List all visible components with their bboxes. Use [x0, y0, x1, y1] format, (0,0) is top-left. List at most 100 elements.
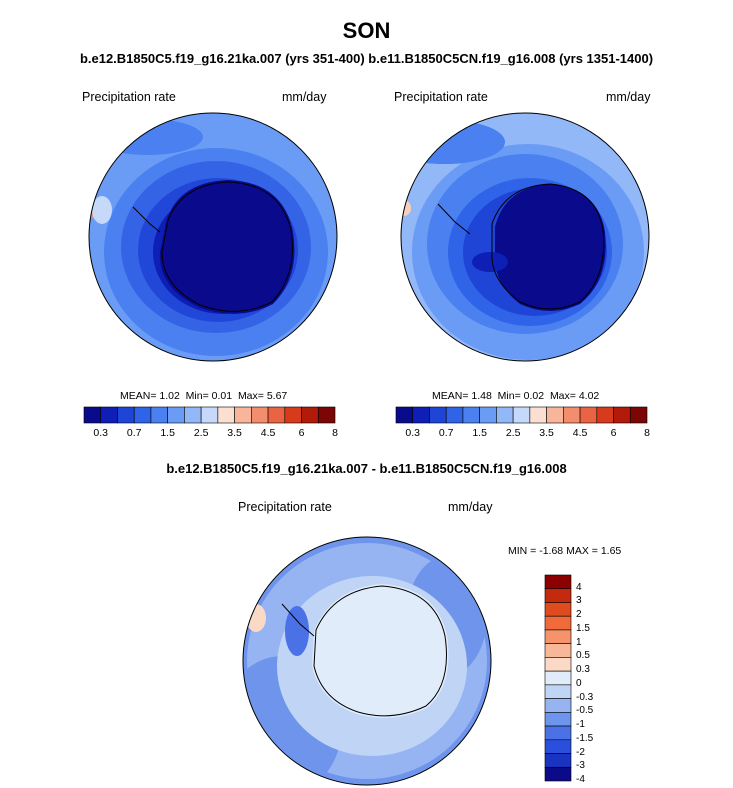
figure-subtitle: b.e12.B1850C5.f19_g16.21ka.007 (yrs 351-… — [79, 51, 654, 66]
colorbar-tick-label: 6 — [298, 427, 305, 439]
colorbar-tick-label: 2 — [576, 609, 582, 621]
difference-variable-label: Precipitation rate — [238, 500, 332, 514]
colorbar-swatch — [412, 406, 430, 424]
panel2-mean-label: MEAN= — [432, 390, 469, 402]
colorbar-swatch — [395, 406, 414, 424]
colorbar-tick-label: 6 — [610, 427, 617, 439]
difference-units-label: mm/day — [448, 500, 493, 514]
panel1-mean-label: MEAN= — [120, 390, 157, 402]
difference-colorbar — [544, 574, 572, 782]
figure-title: SON — [342, 18, 391, 43]
colorbar-tick-label: 0.7 — [438, 427, 454, 439]
colorbar-swatch — [251, 406, 269, 424]
colorbar-swatch — [184, 406, 202, 424]
colorbar-swatch — [544, 698, 572, 713]
colorbar-swatch — [445, 406, 464, 424]
panel2-polar-map — [400, 112, 650, 362]
colorbar-swatch — [563, 406, 581, 424]
panel1-polar-map — [88, 112, 338, 362]
colorbar-tick-label: -1.5 — [576, 732, 594, 744]
colorbar-tick-label: 0 — [576, 677, 582, 689]
difference-polar-map — [242, 536, 492, 786]
colorbar-swatch — [217, 406, 235, 424]
colorbar-swatch — [544, 574, 572, 590]
colorbar-swatch — [544, 670, 572, 686]
colorbar-swatch — [150, 406, 168, 424]
colorbar-swatch — [544, 739, 572, 754]
colorbar-swatch — [429, 406, 447, 424]
colorbar-tick-label: 0.3 — [576, 664, 590, 676]
colorbar-swatch — [496, 406, 514, 424]
colorbar-swatch — [613, 406, 631, 424]
colorbar-tick-label: 8 — [644, 427, 650, 439]
difference-min-label: MIN = — [508, 545, 537, 557]
colorbar-swatch — [544, 602, 572, 617]
colorbar-swatch — [284, 406, 302, 424]
colorbar-swatch — [544, 712, 572, 727]
colorbar-tick-label: 1.5 — [576, 622, 590, 634]
difference-min-value: -1.68 — [539, 545, 564, 557]
colorbar-swatch — [234, 406, 252, 424]
colorbar-tick-label: 3.5 — [227, 427, 242, 439]
panel1-colorbar — [83, 406, 336, 424]
panel2-mean-value: 1.48 — [471, 390, 492, 402]
colorbar-tick-label: -3 — [576, 760, 585, 772]
colorbar-swatch — [544, 766, 572, 782]
difference-max-value: 1.65 — [600, 545, 622, 557]
panel1-max-label: Max= — [237, 390, 264, 402]
colorbar-swatch — [117, 406, 135, 424]
colorbar-swatch — [544, 643, 572, 658]
panel1-min-value: 0.01 — [211, 390, 233, 402]
panel1-stats: MEAN= 1.02 Min= 0.01 Max= 5.67 — [120, 390, 287, 402]
difference-stats: MIN = -1.68 MAX = 1.65 — [508, 545, 621, 557]
difference-title: b.e12.B1850C5.f19_g16.21ka.007 - b.e11.B… — [166, 461, 567, 476]
colorbar-tick-label: -0.5 — [576, 705, 594, 717]
colorbar-tick-label: 0.7 — [126, 427, 142, 439]
colorbar-swatch — [544, 657, 572, 672]
colorbar-tick-label: 0.5 — [576, 650, 590, 662]
colorbar-tick-label: 0.3 — [93, 427, 109, 439]
colorbar-tick-label: 3 — [576, 595, 582, 607]
colorbar-tick-label: 4 — [576, 581, 582, 593]
colorbar-swatch — [479, 406, 497, 424]
colorbar-tick-label: 4.5 — [260, 427, 276, 439]
colorbar-swatch — [100, 406, 118, 424]
colorbar-tick-label: -4 — [576, 774, 585, 785]
colorbar-tick-label: 8 — [332, 427, 338, 439]
colorbar-swatch — [200, 406, 219, 424]
colorbar-tick-label: -0.3 — [576, 691, 594, 703]
colorbar-swatch — [596, 406, 614, 424]
colorbar-tick-label: 2.5 — [193, 427, 209, 439]
difference-max-label: MAX = — [566, 545, 598, 557]
colorbar-swatch — [83, 406, 102, 424]
colorbar-tick-label: 1 — [576, 636, 582, 648]
colorbar-tick-label: -1 — [576, 719, 585, 731]
colorbar-swatch — [301, 406, 319, 424]
panel1-units-label: mm/day — [282, 90, 327, 104]
colorbar-swatch — [529, 406, 547, 424]
colorbar-swatch — [167, 406, 185, 424]
colorbar-tick-label: 1.5 — [472, 427, 487, 439]
colorbar-swatch — [133, 406, 152, 424]
colorbar-swatch — [579, 406, 598, 424]
colorbar-tick-label: 4.5 — [572, 427, 588, 439]
panel1-max-value: 5.67 — [266, 390, 288, 402]
panel2-max-label: Max= — [549, 390, 576, 402]
panel2-max-value: 4.02 — [578, 390, 600, 402]
colorbar-tick-label: 1.5 — [160, 427, 175, 439]
panel1-mean-value: 1.02 — [159, 390, 180, 402]
colorbar-swatch — [512, 406, 531, 424]
colorbar-swatch — [629, 406, 648, 424]
colorbar-swatch — [544, 725, 572, 741]
panel2-stats: MEAN= 1.48 Min= 0.02 Max= 4.02 — [432, 390, 599, 402]
panel1-min-label: Min= — [185, 390, 209, 402]
colorbar-swatch — [544, 629, 572, 644]
panel2-units-label: mm/day — [606, 90, 651, 104]
colorbar-swatch — [544, 588, 572, 603]
colorbar-tick-label: -2 — [576, 746, 585, 758]
colorbar-swatch — [544, 753, 572, 768]
panel2-colorbar — [395, 406, 648, 424]
colorbar-tick-label: 3.5 — [539, 427, 554, 439]
colorbar-swatch — [544, 684, 572, 699]
panel2-min-label: Min= — [497, 390, 521, 402]
